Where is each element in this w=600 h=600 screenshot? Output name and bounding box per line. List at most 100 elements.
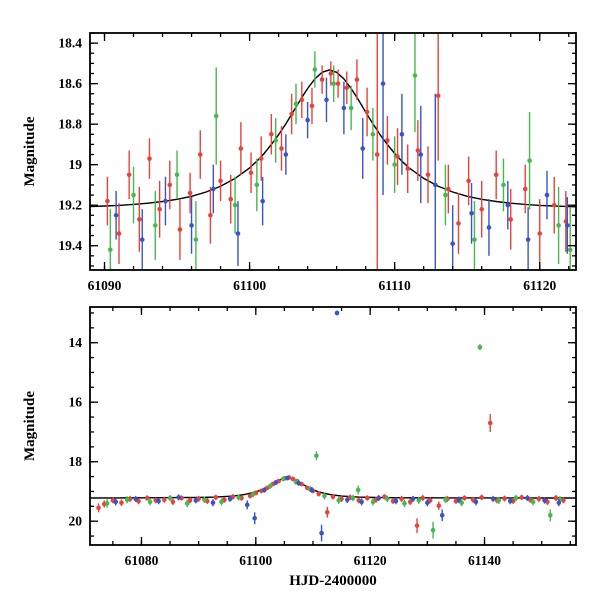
data-point bbox=[236, 495, 241, 500]
data-point bbox=[567, 247, 573, 253]
data-point bbox=[96, 505, 101, 511]
data-point bbox=[430, 527, 436, 533]
data-point bbox=[341, 105, 347, 111]
data-point bbox=[210, 500, 216, 506]
data-point bbox=[456, 497, 462, 503]
data-point bbox=[157, 206, 162, 212]
series-dataset-red bbox=[96, 414, 566, 534]
data-point bbox=[456, 221, 461, 226]
data-point bbox=[370, 499, 376, 505]
data-point bbox=[425, 500, 430, 506]
y-tick-label: 19.2 bbox=[58, 198, 82, 213]
data-point bbox=[113, 499, 119, 505]
data-point bbox=[446, 186, 451, 192]
data-point bbox=[405, 166, 411, 172]
data-point bbox=[184, 501, 190, 506]
data-point bbox=[365, 495, 370, 501]
data-point bbox=[296, 480, 301, 486]
data-point bbox=[133, 496, 139, 502]
data-point bbox=[469, 210, 474, 216]
data-point bbox=[508, 217, 514, 222]
x-tick-label: 61100 bbox=[239, 553, 272, 568]
data-point bbox=[273, 480, 279, 485]
y-axis-label: Magnitude bbox=[22, 391, 38, 461]
panel-zoom: 61090 61100 61110 61120 18.4 18.6 18.8 19 19.2 19… bbox=[22, 32, 577, 293]
data-point bbox=[293, 101, 299, 107]
data-point bbox=[197, 152, 203, 157]
data-point bbox=[477, 344, 483, 350]
data-point bbox=[144, 495, 150, 501]
data-point bbox=[443, 192, 448, 198]
y-tick-label: 18.4 bbox=[58, 36, 82, 51]
x-tick-label: 61120 bbox=[523, 278, 556, 293]
data-point bbox=[248, 170, 254, 176]
data-point bbox=[443, 497, 448, 503]
axes: 61080 61100 61120 61140 14 16 18 20 Magnitude HJD… bbox=[22, 306, 577, 589]
data-point bbox=[147, 156, 152, 161]
data-point bbox=[496, 498, 502, 503]
panel-full: 61080 61100 61120 61140 14 16 18 20 Magnitude HJD… bbox=[22, 306, 577, 589]
data-point bbox=[213, 495, 219, 500]
data-point bbox=[348, 105, 354, 111]
data-point bbox=[420, 495, 426, 501]
data-point bbox=[364, 109, 370, 115]
data-point bbox=[355, 487, 361, 493]
data-point bbox=[316, 491, 322, 497]
data-point bbox=[487, 420, 493, 426]
data-point bbox=[305, 117, 310, 123]
data-point bbox=[561, 498, 566, 503]
data-point bbox=[527, 158, 532, 163]
x-tick-label: 61140 bbox=[468, 553, 501, 568]
data-point bbox=[344, 497, 350, 503]
data-point bbox=[238, 146, 244, 151]
data-point bbox=[331, 81, 337, 86]
data-point bbox=[167, 495, 173, 501]
data-point bbox=[407, 499, 413, 505]
data-point bbox=[147, 499, 153, 505]
data-point bbox=[399, 496, 404, 502]
data-point bbox=[167, 182, 173, 188]
data-point bbox=[176, 495, 181, 500]
plot-frame bbox=[89, 306, 577, 546]
data-point bbox=[289, 111, 294, 117]
data-point bbox=[436, 503, 442, 509]
data-point bbox=[260, 198, 265, 204]
data-point bbox=[525, 237, 531, 242]
axes: 61090 61100 61110 61120 18.4 18.6 18.8 19 19.2 19… bbox=[22, 32, 577, 293]
data-point bbox=[350, 495, 356, 501]
data-point bbox=[273, 138, 278, 143]
x-tick-label: 61100 bbox=[233, 278, 266, 293]
data-point bbox=[414, 523, 420, 528]
y-tick-label: 20 bbox=[69, 514, 83, 529]
data-point bbox=[479, 495, 484, 500]
y-tick-label: 18.8 bbox=[58, 117, 82, 132]
data-point bbox=[493, 172, 499, 178]
data-point bbox=[113, 213, 119, 218]
data-point bbox=[319, 530, 324, 536]
data-point bbox=[116, 231, 122, 236]
data-point bbox=[280, 476, 286, 482]
data-point bbox=[439, 512, 445, 518]
data-point bbox=[314, 453, 319, 459]
data-point bbox=[177, 227, 183, 232]
data-point bbox=[319, 77, 325, 82]
series-dataset-green bbox=[108, 33, 573, 270]
data-point bbox=[105, 198, 110, 204]
data-point bbox=[380, 81, 386, 86]
data-point bbox=[537, 231, 543, 236]
data-point bbox=[544, 192, 550, 198]
data-point bbox=[227, 496, 233, 502]
data-layer bbox=[90, 33, 576, 270]
data-layer bbox=[90, 310, 576, 542]
data-point bbox=[262, 487, 267, 493]
data-point bbox=[218, 178, 223, 184]
data-point bbox=[152, 223, 158, 228]
data-point bbox=[360, 146, 366, 151]
data-point bbox=[450, 241, 455, 246]
data-point bbox=[324, 97, 329, 103]
data-point bbox=[283, 152, 289, 157]
y-tick-label: 19.4 bbox=[58, 238, 82, 253]
data-point bbox=[104, 501, 110, 506]
model-curve bbox=[90, 69, 576, 208]
data-point bbox=[551, 202, 557, 208]
